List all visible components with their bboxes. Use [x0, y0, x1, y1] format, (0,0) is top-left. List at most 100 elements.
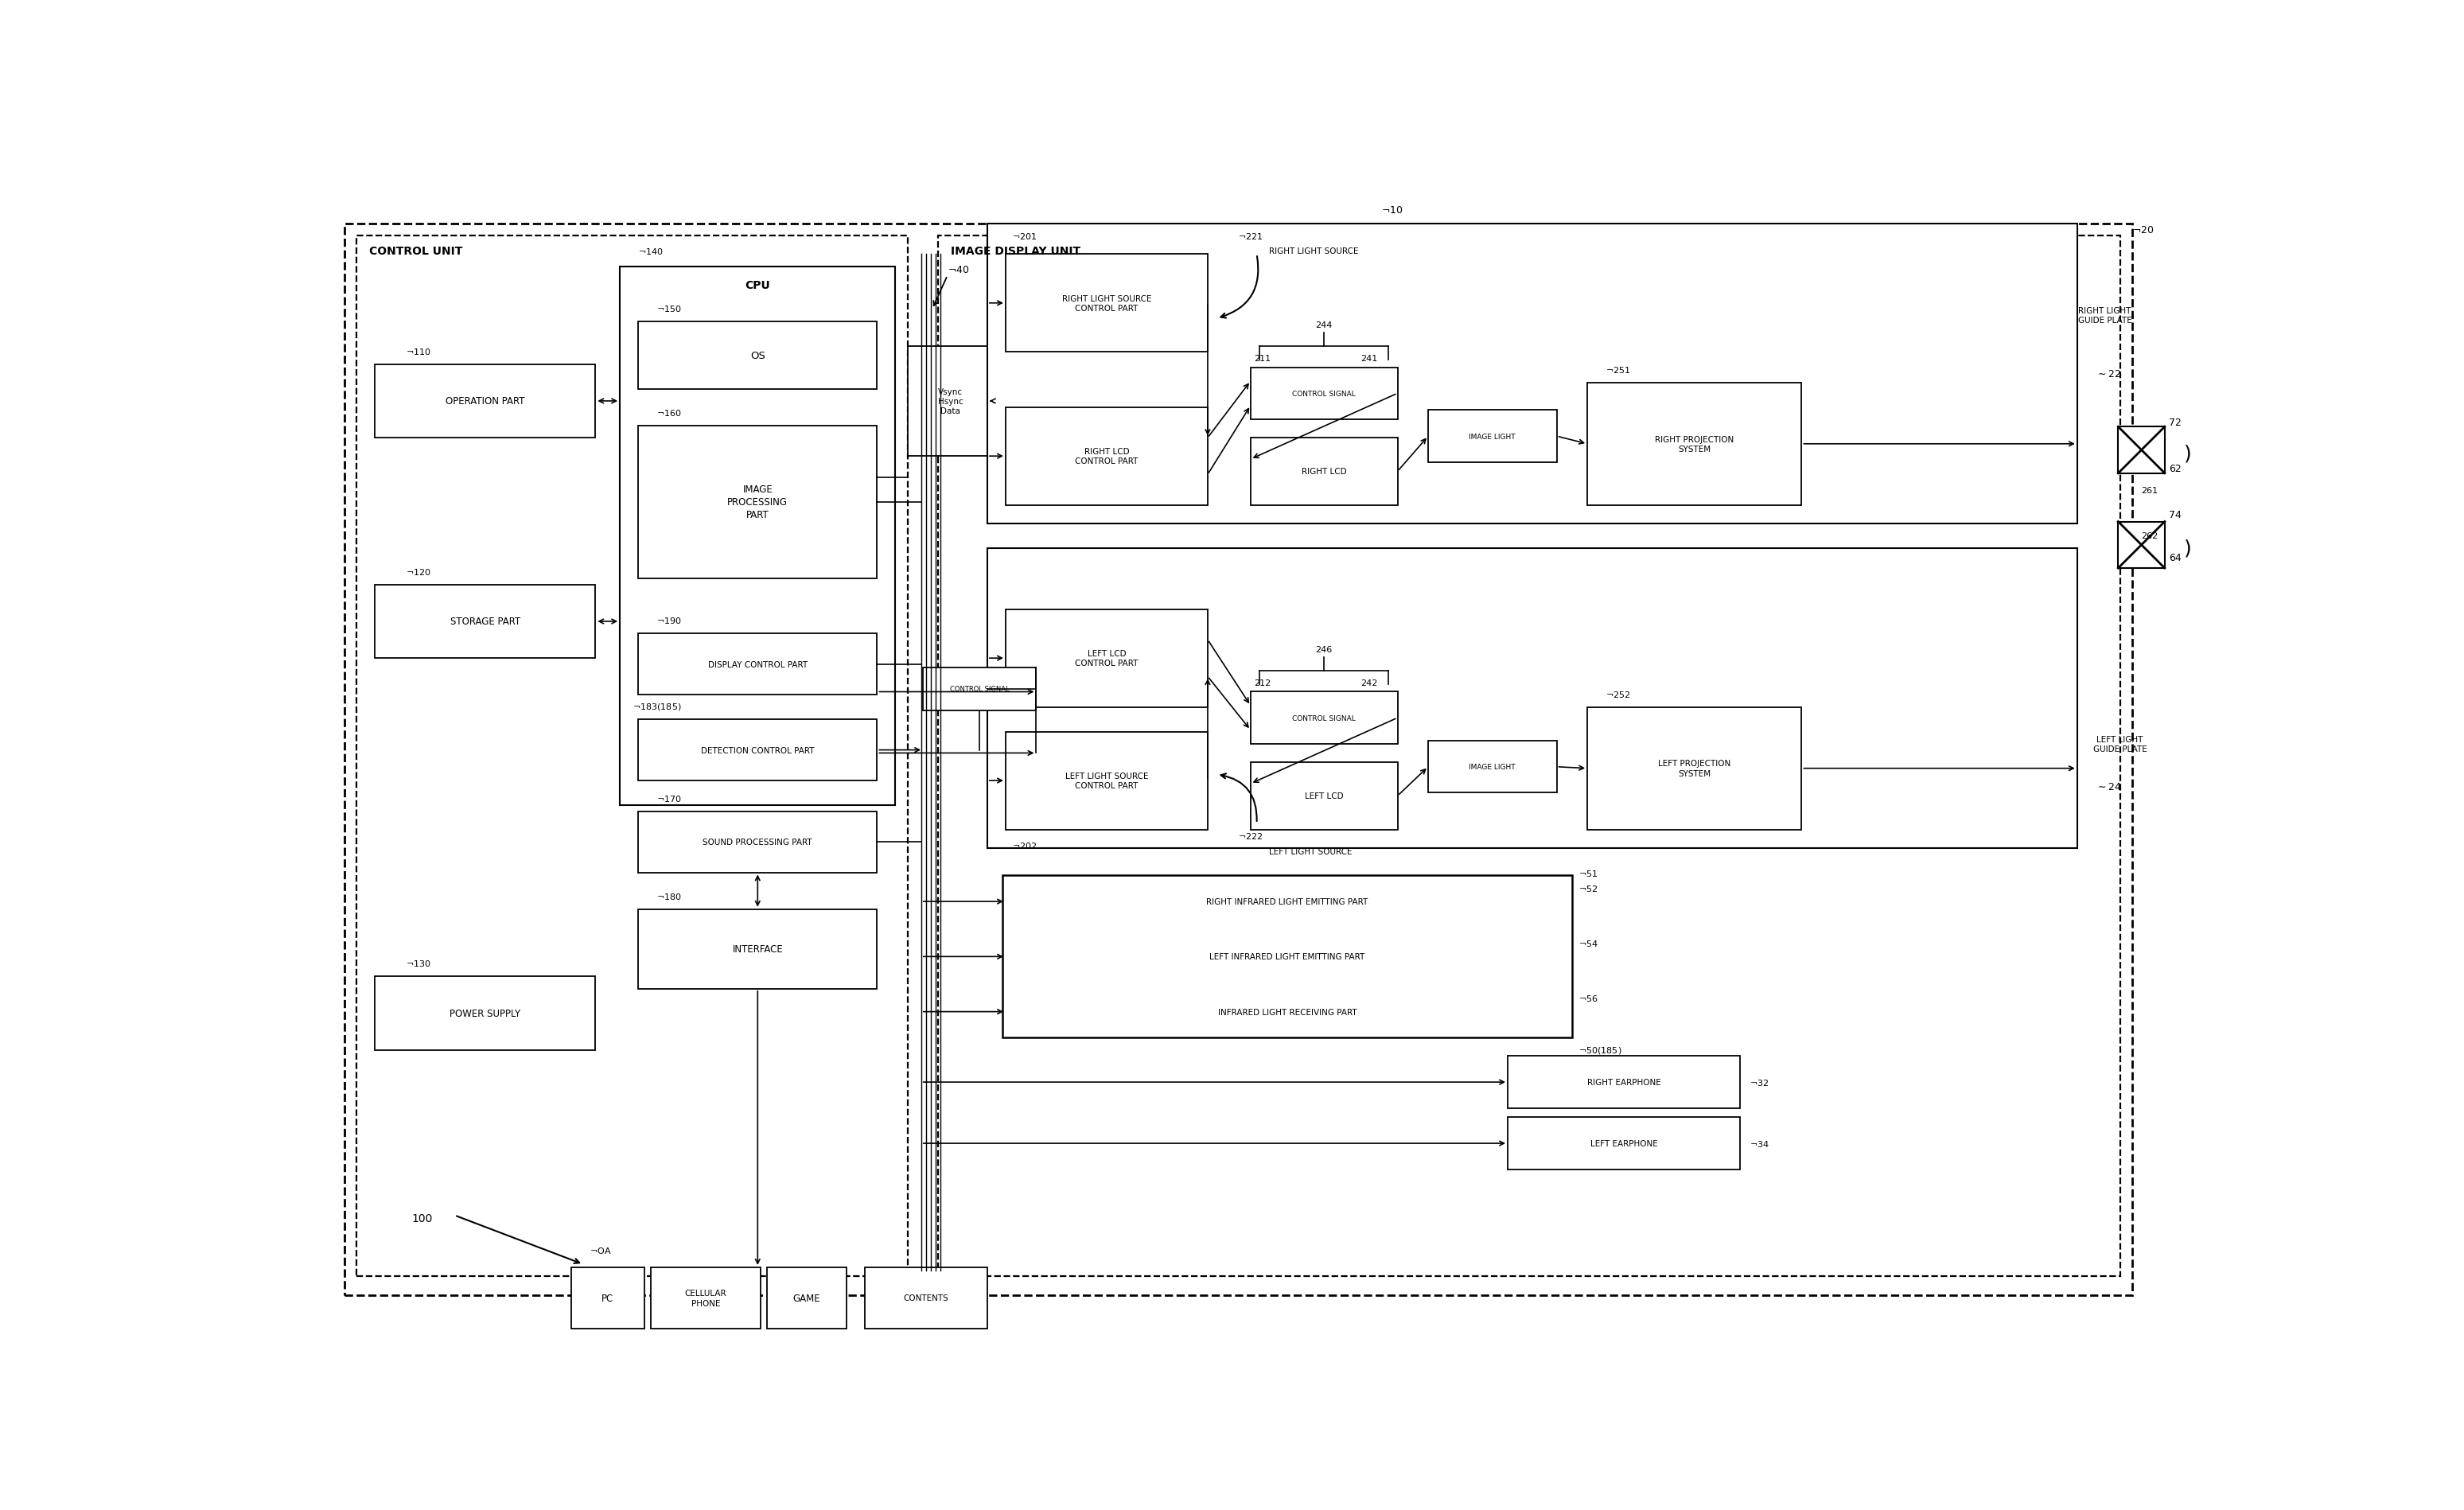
Text: 242: 242 [1360, 680, 1377, 687]
Text: $\neg$51: $\neg$51 [1577, 868, 1597, 877]
FancyBboxPatch shape [865, 1267, 988, 1329]
Text: RIGHT PROJECTION
SYSTEM: RIGHT PROJECTION SYSTEM [1656, 435, 1735, 453]
Text: $\sim$24: $\sim$24 [2094, 782, 2122, 793]
FancyBboxPatch shape [1587, 708, 1801, 831]
Text: $\neg$202: $\neg$202 [1013, 841, 1037, 850]
Text: SOUND PROCESSING PART: SOUND PROCESSING PART [702, 838, 813, 846]
Text: OS: OS [749, 350, 766, 361]
Text: IMAGE
PROCESSING
PART: IMAGE PROCESSING PART [727, 485, 788, 521]
Text: 64: 64 [2168, 553, 2181, 563]
Text: CONTROL SIGNAL: CONTROL SIGNAL [1291, 714, 1355, 722]
Text: $\neg$221: $\neg$221 [1239, 231, 1264, 242]
Text: 72: 72 [2168, 418, 2181, 429]
FancyBboxPatch shape [988, 223, 2077, 524]
Text: 212: 212 [1254, 680, 1271, 687]
Bar [2119, 427, 2166, 474]
Text: RIGHT LIGHT SOURCE
CONTROL PART: RIGHT LIGHT SOURCE CONTROL PART [1062, 294, 1151, 313]
Text: $\neg$50(185): $\neg$50(185) [1577, 1045, 1621, 1055]
FancyBboxPatch shape [1005, 610, 1207, 708]
Text: CONTROL SIGNAL: CONTROL SIGNAL [1291, 390, 1355, 397]
Text: $\neg$183(185): $\neg$183(185) [633, 701, 680, 711]
Text: 74: 74 [2168, 509, 2181, 519]
Text: LEFT LCD
CONTROL PART: LEFT LCD CONTROL PART [1074, 649, 1138, 667]
Text: $\neg$150: $\neg$150 [655, 304, 683, 313]
FancyBboxPatch shape [1252, 368, 1397, 420]
Text: GAME: GAME [793, 1293, 821, 1303]
FancyBboxPatch shape [1005, 989, 1570, 1034]
Text: 244: 244 [1316, 322, 1333, 329]
FancyBboxPatch shape [1005, 879, 1570, 924]
FancyBboxPatch shape [1005, 732, 1207, 831]
FancyBboxPatch shape [621, 267, 894, 805]
FancyBboxPatch shape [1005, 255, 1207, 352]
FancyBboxPatch shape [375, 584, 596, 658]
FancyBboxPatch shape [1429, 411, 1557, 462]
Text: $\neg$34: $\neg$34 [1749, 1139, 1769, 1148]
Text: LEFT INFRARED LIGHT EMITTING PART: LEFT INFRARED LIGHT EMITTING PART [1210, 953, 1365, 960]
Text: IMAGE DISPLAY UNIT: IMAGE DISPLAY UNIT [951, 246, 1079, 257]
Text: $\neg$190: $\neg$190 [655, 616, 683, 625]
Text: CONTROL SIGNAL: CONTROL SIGNAL [951, 686, 1010, 693]
Text: RIGHT LIGHT SOURCE: RIGHT LIGHT SOURCE [1269, 248, 1358, 255]
Text: IMAGE LIGHT: IMAGE LIGHT [1469, 764, 1515, 770]
FancyBboxPatch shape [1587, 384, 1801, 506]
Text: 241: 241 [1360, 355, 1377, 362]
Text: $\neg$52: $\neg$52 [1577, 883, 1597, 892]
Text: $\neg$20: $\neg$20 [2131, 225, 2154, 236]
FancyBboxPatch shape [1508, 1057, 1740, 1108]
Text: $\neg$251: $\neg$251 [1607, 365, 1631, 374]
Text: $\neg$252: $\neg$252 [1607, 689, 1631, 699]
Text: $\neg$40: $\neg$40 [949, 264, 968, 275]
FancyBboxPatch shape [1429, 741, 1557, 793]
Text: RIGHT LCD: RIGHT LCD [1301, 468, 1345, 476]
Text: RIGHT EARPHONE: RIGHT EARPHONE [1587, 1078, 1661, 1086]
Text: LEFT LIGHT SOURCE: LEFT LIGHT SOURCE [1269, 847, 1353, 855]
FancyBboxPatch shape [1252, 692, 1397, 744]
Text: 262: 262 [2141, 532, 2158, 541]
Text: LEFT LCD: LEFT LCD [1303, 793, 1343, 800]
Text: ): ) [2183, 444, 2193, 464]
Text: $\neg$201: $\neg$201 [1013, 231, 1037, 242]
FancyBboxPatch shape [638, 634, 877, 695]
FancyBboxPatch shape [1005, 933, 1570, 980]
Text: CONTENTS: CONTENTS [904, 1294, 949, 1302]
Text: $\neg$130: $\neg$130 [407, 959, 431, 968]
Text: POWER SUPPLY: POWER SUPPLY [451, 1009, 520, 1019]
Text: $\neg$56: $\neg$56 [1577, 994, 1597, 1003]
Text: IMAGE LIGHT: IMAGE LIGHT [1469, 433, 1515, 441]
Text: $\neg$222: $\neg$222 [1239, 831, 1264, 841]
Text: 246: 246 [1316, 645, 1333, 654]
FancyBboxPatch shape [638, 909, 877, 989]
Text: RIGHT LCD
CONTROL PART: RIGHT LCD CONTROL PART [1074, 447, 1138, 465]
FancyBboxPatch shape [1003, 876, 1572, 1037]
Text: STORAGE PART: STORAGE PART [451, 616, 520, 627]
Text: 100: 100 [411, 1213, 434, 1225]
Text: LEFT LIGHT
GUIDE PLATE: LEFT LIGHT GUIDE PLATE [2092, 735, 2146, 753]
Text: CELLULAR
PHONE: CELLULAR PHONE [685, 1290, 727, 1308]
FancyBboxPatch shape [638, 720, 877, 781]
Text: $\neg$180: $\neg$180 [655, 891, 683, 901]
Text: PC: PC [601, 1293, 614, 1303]
Text: 62: 62 [2168, 464, 2181, 474]
Text: $\neg$10: $\neg$10 [1382, 205, 1404, 216]
Text: LEFT LIGHT SOURCE
CONTROL PART: LEFT LIGHT SOURCE CONTROL PART [1064, 772, 1148, 790]
Text: ): ) [2183, 539, 2193, 557]
FancyBboxPatch shape [988, 548, 2077, 849]
Text: CONTROL UNIT: CONTROL UNIT [370, 246, 463, 257]
Text: $\neg$OA: $\neg$OA [589, 1246, 611, 1255]
FancyBboxPatch shape [1252, 438, 1397, 506]
Bar [2119, 522, 2166, 569]
FancyBboxPatch shape [1508, 1117, 1740, 1169]
Text: INFRARED LIGHT RECEIVING PART: INFRARED LIGHT RECEIVING PART [1217, 1009, 1358, 1016]
Text: $\neg$140: $\neg$140 [638, 246, 663, 257]
Text: OPERATION PART: OPERATION PART [446, 396, 525, 406]
Text: 211: 211 [1254, 355, 1271, 362]
FancyBboxPatch shape [638, 426, 877, 578]
Text: LEFT PROJECTION
SYSTEM: LEFT PROJECTION SYSTEM [1658, 760, 1730, 778]
Text: $\neg$120: $\neg$120 [407, 566, 431, 577]
Text: Vsync
Hsync
Data: Vsync Hsync Data [939, 388, 963, 415]
Text: INTERFACE: INTERFACE [732, 944, 784, 954]
FancyBboxPatch shape [1005, 408, 1207, 506]
Text: DISPLAY CONTROL PART: DISPLAY CONTROL PART [707, 661, 808, 669]
Text: CPU: CPU [744, 279, 771, 291]
